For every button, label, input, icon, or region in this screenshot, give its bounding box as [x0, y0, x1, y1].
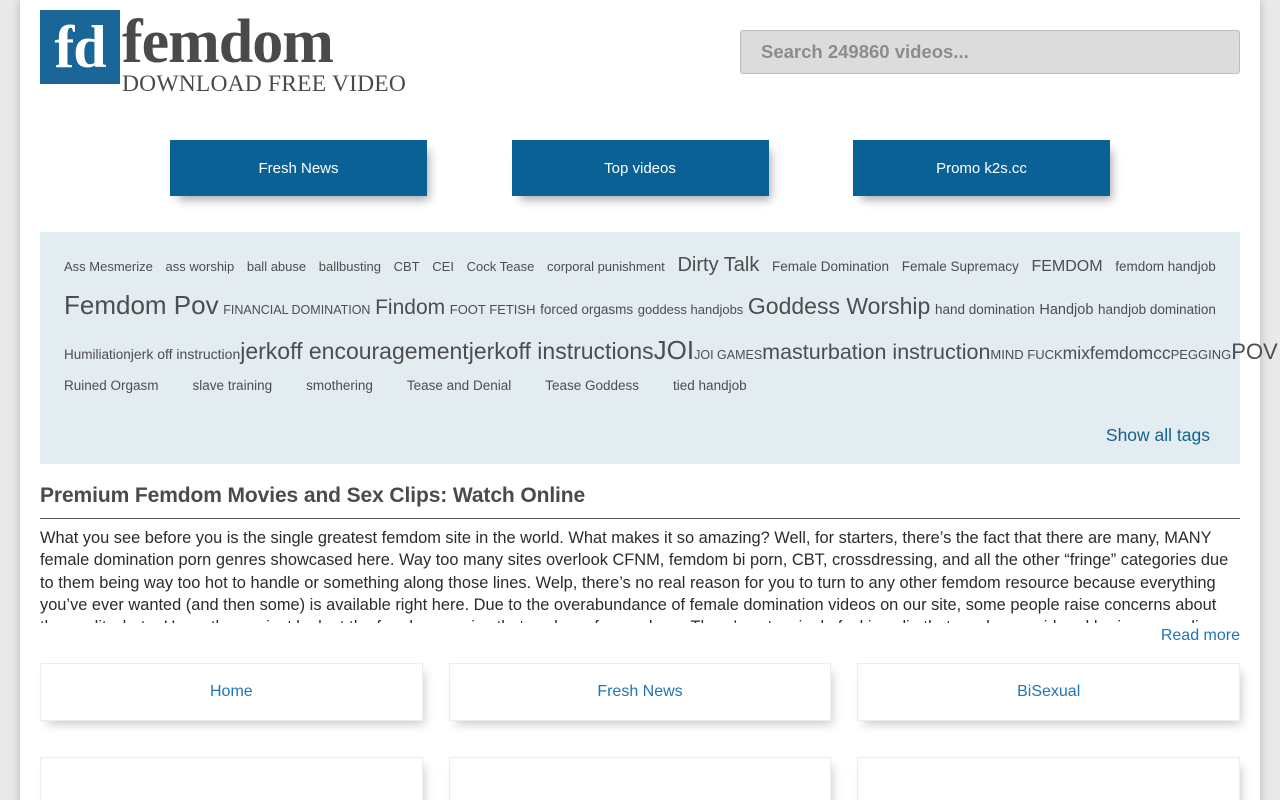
card-fresh-news[interactable]: Fresh News	[448, 663, 832, 721]
tag-link[interactable]: ass worship	[165, 259, 235, 274]
tag-link[interactable]: jerkoff encouragement	[240, 338, 469, 364]
card-bisexual[interactable]: BiSexual	[857, 663, 1241, 721]
tag-link[interactable]: Femdom Pov	[64, 290, 219, 320]
tag-link[interactable]: FEMDOM	[1031, 258, 1103, 275]
card-row2-1[interactable]	[40, 757, 423, 800]
tag-link[interactable]: Tease and Denial	[406, 378, 512, 393]
page-container: fd femdom DOWNLOAD FREE VIDEO Fresh News…	[20, 0, 1278, 800]
site-logo[interactable]: fd femdom DOWNLOAD FREE VIDEO	[40, 10, 406, 96]
tag-link[interactable]: ballbusting	[318, 259, 381, 274]
category-cards-row-2	[20, 739, 1260, 800]
logo-main-text: femdom	[122, 8, 334, 76]
tag-link[interactable]: Female Domination	[772, 259, 890, 274]
tag-link[interactable]: forced orgasms	[540, 302, 634, 317]
tag-link[interactable]: MIND FUCK	[990, 347, 1063, 362]
tag-link[interactable]: masturbation instruction	[762, 340, 991, 364]
search-input[interactable]	[759, 40, 1221, 64]
show-all-tags-wrap: Show all tags	[1106, 425, 1210, 446]
fresh-news-button[interactable]: Fresh News	[170, 140, 427, 196]
card-fresh-news-link[interactable]: Fresh News	[597, 683, 683, 700]
tag-link[interactable]: JOI	[653, 335, 695, 365]
card-bisexual-link[interactable]: BiSexual	[1017, 683, 1081, 700]
tag-link[interactable]: PEGGING	[1170, 347, 1232, 362]
tag-link[interactable]: Handjob	[1039, 302, 1094, 318]
tag-link[interactable]: Ass Mesmerize	[64, 259, 153, 274]
tag-link[interactable]: jerkoff instructions	[468, 338, 654, 364]
tag-link[interactable]: Tease Goddess	[545, 378, 640, 393]
site-header: fd femdom DOWNLOAD FREE VIDEO	[20, 0, 1260, 112]
tag-link[interactable]: POV	[1231, 339, 1278, 364]
article-section: Premium Femdom Movies and Sex Clips: Wat…	[20, 464, 1260, 623]
article-body: What you see before you is the single gr…	[40, 529, 1235, 623]
tag-link[interactable]: hand domination	[934, 302, 1035, 317]
tag-link[interactable]: smothering	[306, 378, 373, 393]
tag-link[interactable]: FOOT FETISH	[449, 302, 536, 317]
tag-link[interactable]: handjob domination	[1098, 302, 1216, 317]
tag-link[interactable]: CEI	[432, 259, 454, 274]
tag-cloud-row: Ass Mesmerize ass worship ball abuse ballbu…	[64, 250, 1216, 280]
card-row2-3[interactable]	[857, 757, 1241, 800]
tag-link[interactable]: JOI GAMES	[694, 348, 763, 362]
tag-link[interactable]: mixfemdomcc	[1062, 343, 1171, 363]
tag-link[interactable]: jerk off instruction	[130, 346, 241, 362]
tag-link[interactable]: femdom handjob	[1115, 259, 1216, 274]
tag-link[interactable]: Female Supremacy	[901, 259, 1019, 274]
tag-link[interactable]: ball abuse	[246, 259, 307, 274]
tag-link[interactable]: FINANCIAL DOMINATION	[223, 303, 371, 317]
tag-cloud-row: Ruined Orgasm slave training smothering Tea…	[64, 376, 1216, 396]
category-cards-row-1: Home Fresh News BiSexual	[20, 645, 1260, 721]
show-all-tags-link[interactable]: Show all tags	[1105, 425, 1210, 445]
top-videos-button[interactable]: Top videos	[511, 140, 769, 196]
read-more-wrap: Read more	[20, 623, 1260, 645]
primary-nav-buttons: Fresh News Top videos Promo k2s.cc	[20, 112, 1260, 232]
tag-link[interactable]: tied handjob	[673, 378, 747, 393]
page-title: Premium Femdom Movies and Sex Clips: Wat…	[40, 484, 1240, 519]
tag-link[interactable]: CBT	[393, 259, 420, 274]
tag-link[interactable]: corporal punishment	[547, 259, 665, 274]
tag-link[interactable]: slave training	[192, 378, 273, 393]
tag-link[interactable]: Humiliation	[64, 347, 131, 362]
tag-cloud-row: Humiliation jerk off instruction jerkoff e…	[64, 331, 1278, 370]
tag-cloud: Ass Mesmerize ass worship ball abuse ballbu…	[40, 232, 1278, 464]
tag-link[interactable]: Ruined Orgasm	[64, 378, 159, 393]
promo-k2s-button[interactable]: Promo k2s.cc	[853, 140, 1110, 196]
tag-link[interactable]: goddess handjobs	[637, 302, 744, 317]
tag-cloud-row: Femdom Pov FINANCIAL DOMINATION Findom FOOT…	[64, 286, 1216, 325]
tag-link[interactable]: Goddess Worship	[747, 293, 931, 319]
read-more-link[interactable]: Read more	[1160, 627, 1240, 644]
card-home-link[interactable]: Home	[209, 683, 253, 700]
card-home[interactable]: Home	[40, 663, 423, 721]
tag-link[interactable]: Dirty Talk	[677, 254, 760, 276]
search-box[interactable]	[740, 30, 1240, 74]
logo-tagline: DOWNLOAD FREE VIDEO	[122, 71, 407, 97]
card-row2-2[interactable]	[448, 757, 832, 800]
logo-mark-icon: fd	[40, 10, 120, 84]
logo-wordmark: femdom DOWNLOAD FREE VIDEO	[122, 10, 406, 96]
tag-link[interactable]: Cock Tease	[466, 259, 535, 274]
tag-link[interactable]: Findom	[375, 296, 446, 319]
